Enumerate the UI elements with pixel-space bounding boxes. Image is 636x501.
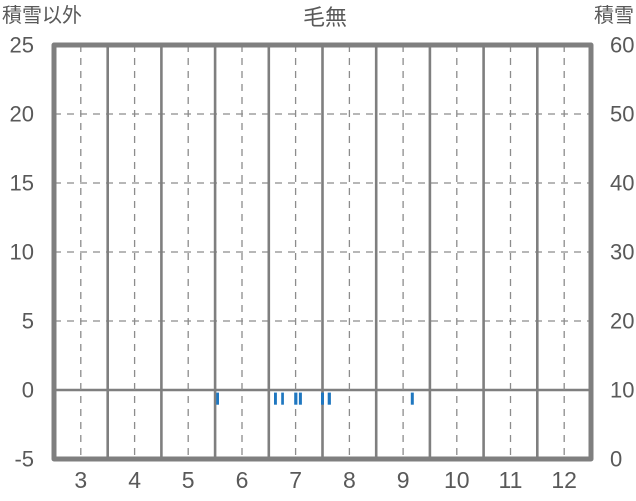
svg-text:積雪以外: 積雪以外 — [2, 4, 82, 27]
svg-text:3: 3 — [74, 467, 87, 493]
svg-text:9: 9 — [397, 467, 410, 493]
svg-text:7: 7 — [289, 467, 302, 493]
svg-text:11: 11 — [499, 467, 523, 493]
svg-text:12: 12 — [551, 467, 577, 493]
svg-text:10: 10 — [610, 378, 634, 403]
svg-text:5: 5 — [182, 467, 195, 493]
svg-text:40: 40 — [610, 171, 634, 196]
svg-text:積雪: 積雪 — [594, 4, 634, 27]
svg-text:25: 25 — [10, 33, 34, 58]
svg-text:10: 10 — [10, 240, 34, 265]
svg-text:6: 6 — [236, 467, 249, 493]
svg-text:60: 60 — [610, 33, 634, 58]
svg-text:-5: -5 — [14, 447, 34, 472]
svg-text:15: 15 — [10, 171, 34, 196]
svg-text:8: 8 — [343, 467, 356, 493]
svg-text:30: 30 — [610, 240, 634, 265]
svg-text:0: 0 — [22, 378, 34, 403]
svg-text:20: 20 — [610, 309, 634, 334]
svg-text:10: 10 — [444, 467, 470, 493]
svg-text:20: 20 — [10, 102, 34, 127]
svg-text:4: 4 — [128, 467, 141, 493]
svg-text:5: 5 — [22, 309, 34, 334]
svg-text:50: 50 — [610, 102, 634, 127]
svg-text:毛無: 毛無 — [303, 5, 347, 30]
svg-text:0: 0 — [610, 447, 622, 472]
